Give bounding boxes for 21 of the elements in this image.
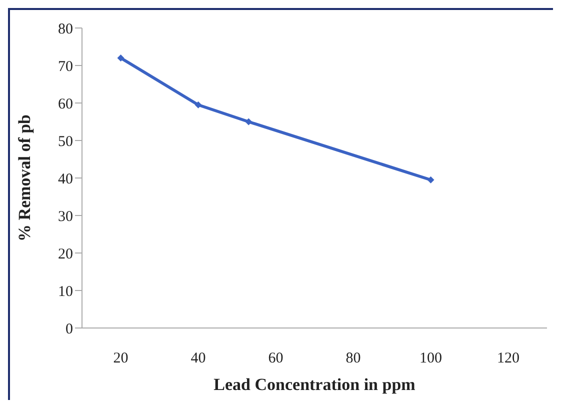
x-axis-title: Lead Concentration in ppm (214, 375, 416, 394)
y-tick-label: 20 (58, 246, 73, 262)
y-tick-label: 70 (58, 58, 73, 75)
y-tick-label: 0 (66, 321, 73, 338)
point (194, 101, 202, 108)
point (245, 118, 252, 126)
y-tick-label: 80 (58, 21, 73, 38)
y-tick-label: 10 (58, 284, 73, 300)
point (427, 176, 434, 184)
x-tick-label: 20 (113, 350, 128, 367)
y-axis-title: % Removal of pb (15, 114, 34, 242)
y-tick-label: 50 (58, 134, 73, 150)
y-tick-label: 30 (58, 208, 73, 225)
y-tick-label: 60 (58, 96, 73, 112)
x-tick-label: 80 (346, 350, 361, 367)
x-tick-label: 100 (420, 350, 442, 367)
point (117, 54, 124, 62)
y-tick-label: 40 (58, 171, 73, 188)
x-tick-label: 40 (190, 350, 206, 367)
x-tick-label: 60 (268, 350, 284, 367)
x-tick-label: 120 (497, 350, 520, 367)
